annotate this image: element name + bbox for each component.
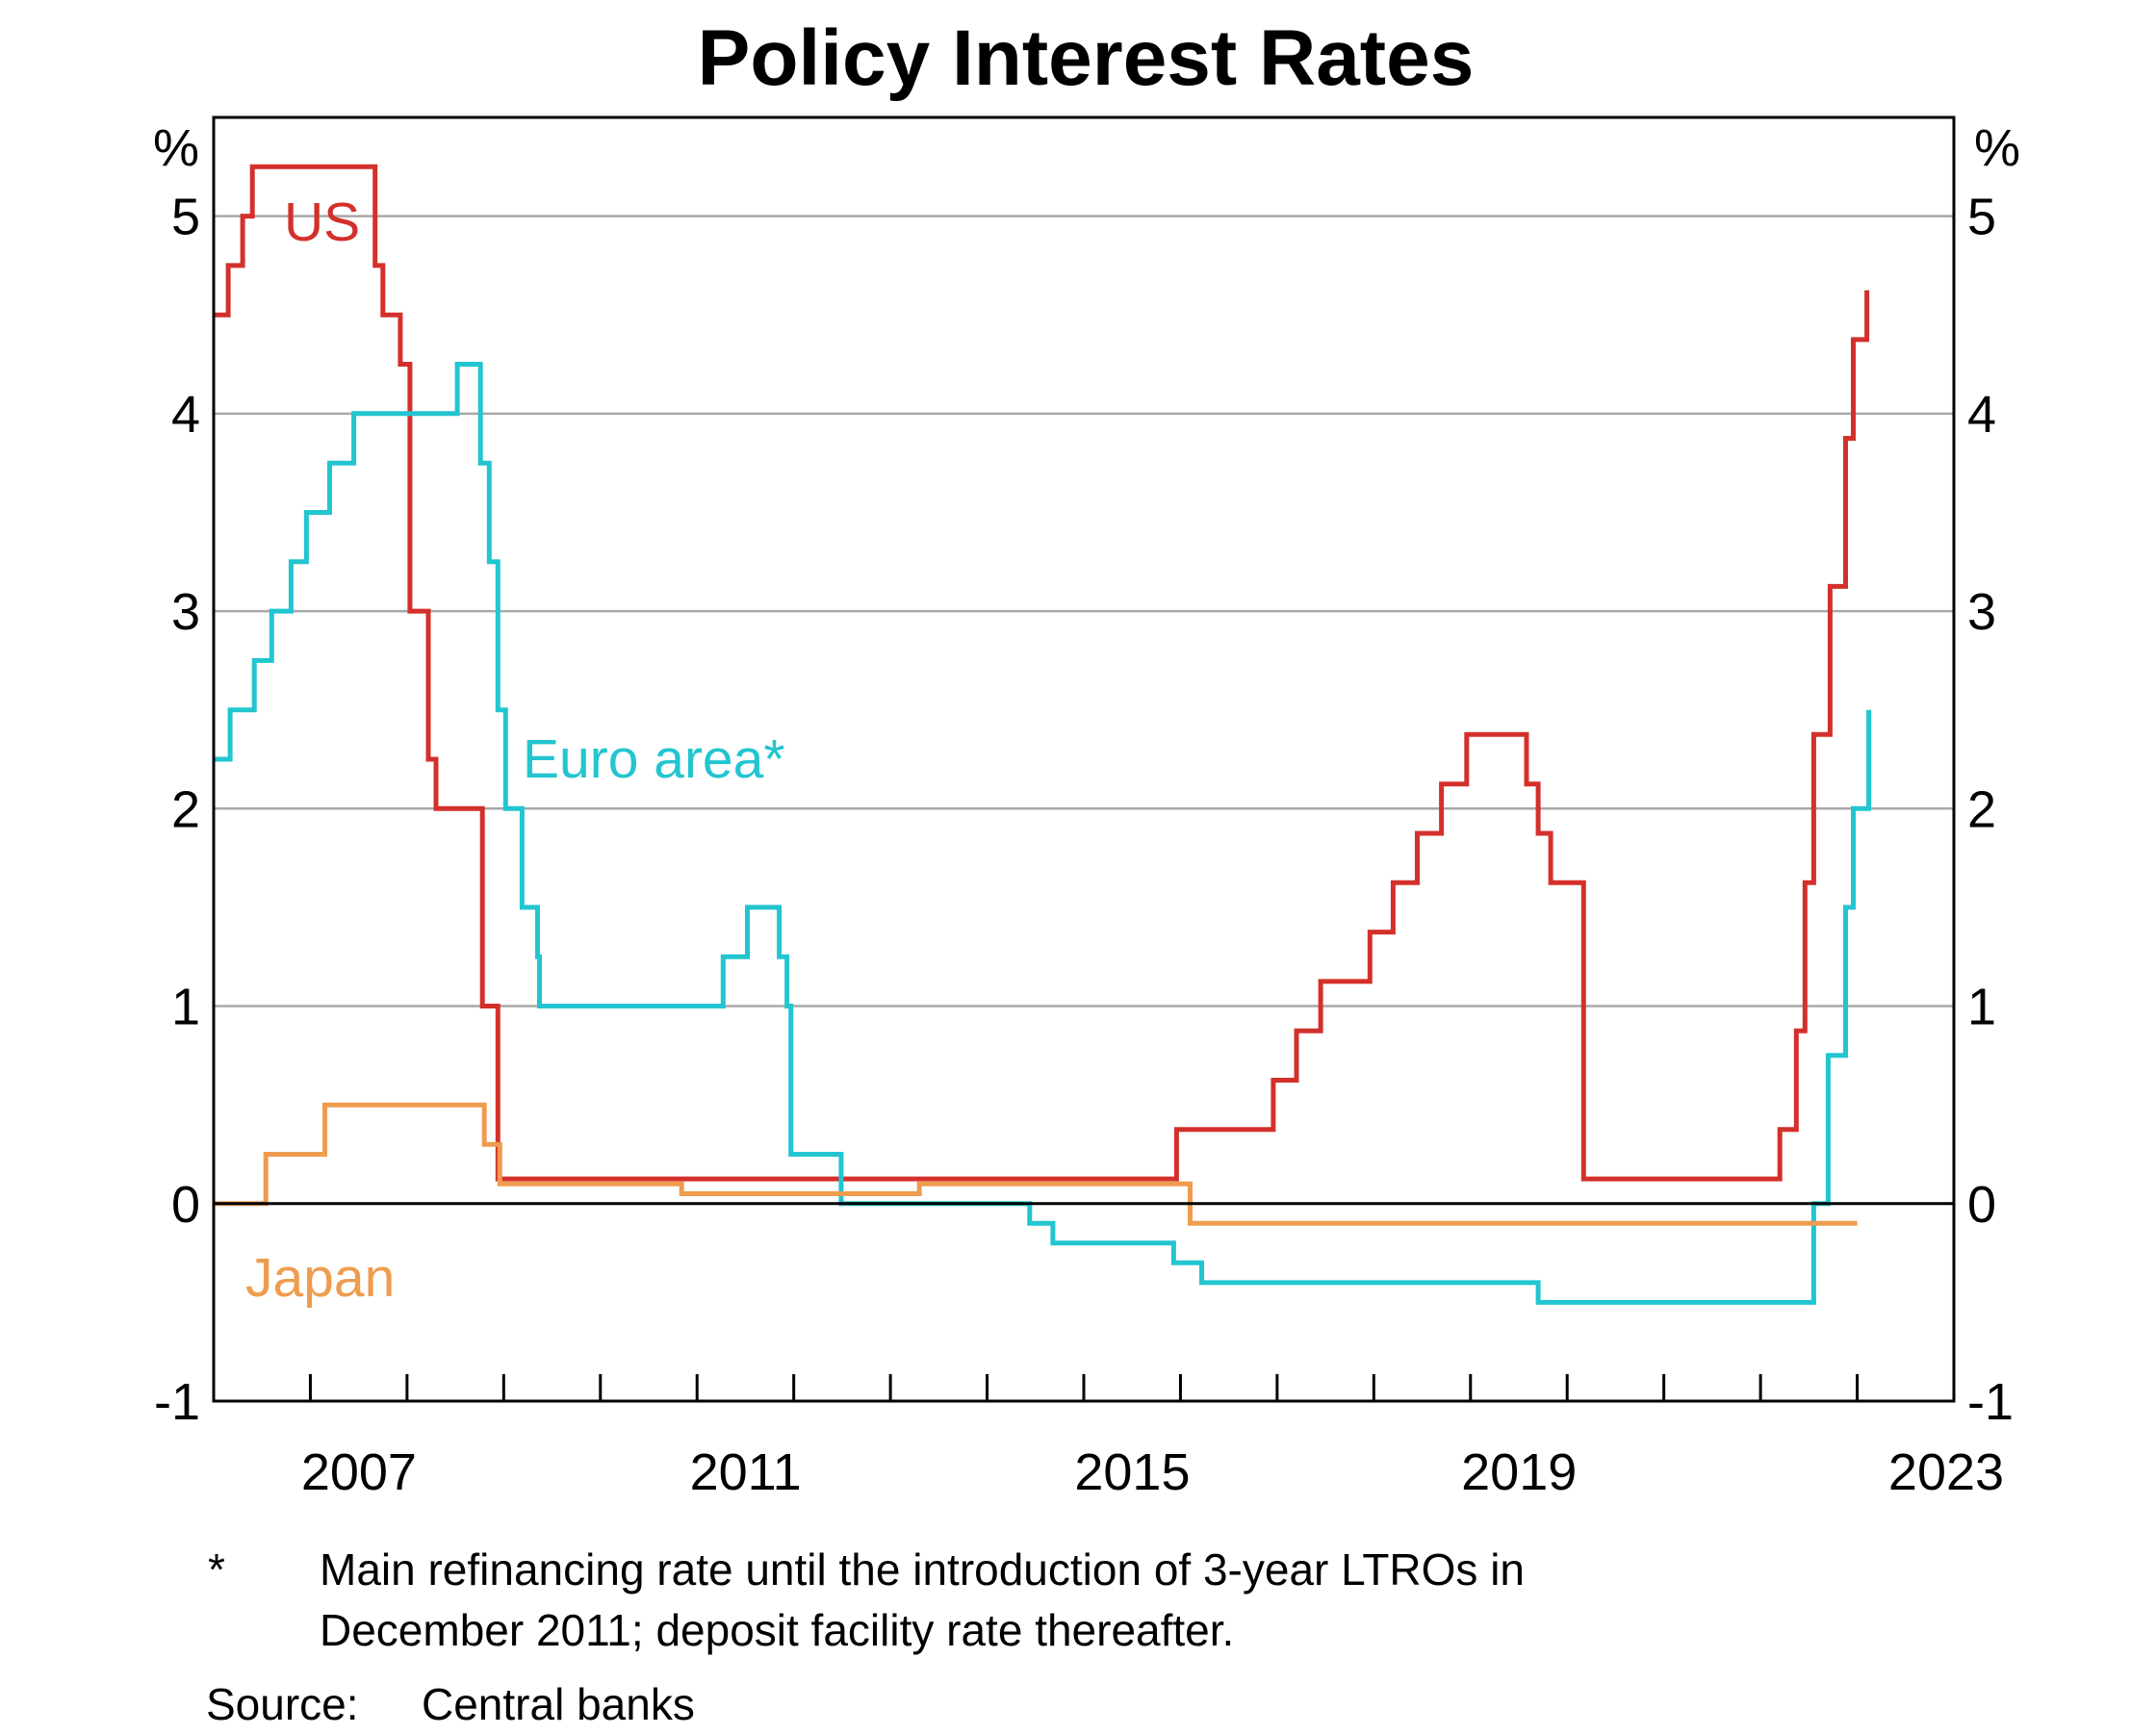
y-tick-label-right: 2 [1967,780,1996,838]
plot-border [212,115,1956,1403]
source-text: Central banks [422,1679,695,1729]
series-line-2 [214,1102,1858,1226]
footnote-line-2: December 2011; deposit facility rate the… [320,1605,1235,1656]
ticks: -1 -1 0 0 1 1 2 2 3 3 4 4 5 5 2007 2011 2015 2019 2023 [154,189,2014,1501]
x-tick-label: 2015 [1074,1443,1190,1501]
series-line-0 [214,164,1870,1182]
y-tick-label-left: 4 [171,386,200,444]
y-unit-left: % [153,119,199,177]
x-tick-label: 2007 [301,1443,417,1501]
y-tick-label-right: 0 [1967,1176,1996,1234]
grid [214,215,1954,1008]
y-tick-label-left: 2 [171,780,200,838]
y-tick-label-right: -1 [1967,1373,2014,1431]
y-tick-label-left: 1 [171,979,200,1036]
footnote-line-1: Main refinancing rate until the introduc… [320,1544,1525,1595]
footnote-note: Main refinancing rate until the introduc… [320,1540,1525,1662]
x-tick-label: 2011 [690,1443,802,1501]
y-tick-label-left: -1 [154,1373,200,1431]
series-label-japan: Japan [245,1247,395,1309]
y-unit-right: % [1974,119,2020,177]
series-lines [214,164,1872,1305]
y-tick-label-right: 4 [1967,386,1996,444]
x-tick-label: 2019 [1461,1443,1577,1501]
source-label: Source: [206,1679,359,1729]
y-tick-label-left: 5 [171,189,200,246]
series-line-1 [214,362,1872,1305]
y-tick-label-left: 0 [171,1176,200,1234]
y-tick-label-right: 1 [1967,979,1996,1036]
y-tick-label-right: 3 [1967,583,1996,641]
y-tick-label-right: 5 [1967,189,1996,246]
plot-frame [212,115,1956,1403]
x-tick-label: 2023 [1888,1443,2004,1501]
chart-title: Policy Interest Rates [698,14,1475,102]
y-tick-label-left: 3 [171,583,200,641]
footnote-asterisk: * [208,1544,225,1595]
series-label-euro-area: Euro area* [523,728,785,790]
series-label-us: US [284,191,360,253]
